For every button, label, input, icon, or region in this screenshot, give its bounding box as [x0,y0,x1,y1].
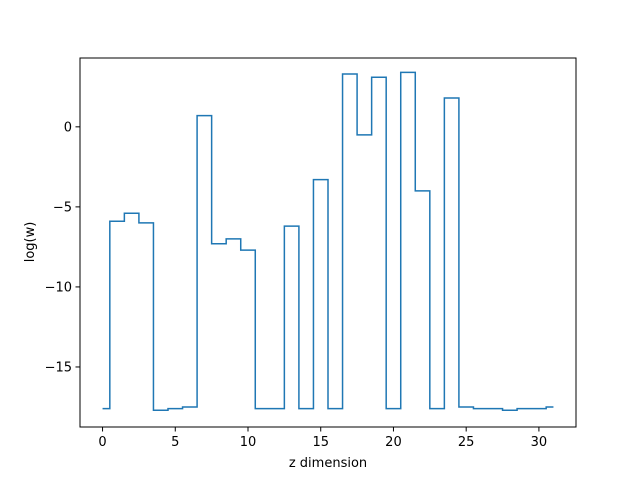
x-tick-label: 25 [458,435,475,450]
x-tick-label: 30 [531,435,548,450]
data-point [450,97,453,100]
data-point [130,212,133,215]
data-point [203,114,206,117]
data-point [508,409,511,412]
series-step-line [102,71,554,411]
data-point [232,237,235,240]
data-point [319,178,322,181]
data-point [334,407,337,410]
data-point [290,225,293,228]
data-point [305,407,308,410]
data-point [101,407,104,410]
data-point [436,407,439,410]
series-layer [101,71,555,412]
data-point [392,407,395,410]
y-axis-ticks: −15 −10 −5 0 [45,120,80,375]
data-point [276,407,279,410]
data-point [116,220,119,223]
x-tick-label: 0 [98,435,106,450]
data-point [348,73,351,76]
y-axis-label: log(w) [23,222,38,263]
x-axis-label: z dimension [289,456,367,471]
data-point [363,133,366,136]
data-point [494,407,497,410]
plot-frame [79,57,577,428]
data-point [421,189,424,192]
data-point [261,407,264,410]
y-tick-label: −10 [45,280,72,295]
y-tick-label: −5 [53,200,72,215]
y-tick-label: 0 [64,120,72,135]
data-point [552,405,555,408]
data-point [174,407,177,410]
data-point [465,405,468,408]
data-point [247,249,250,252]
x-axis-ticks: 0 5 10 15 20 25 30 [98,427,547,450]
data-point [407,71,410,74]
y-tick-label: −15 [45,360,72,375]
x-tick-label: 20 [385,435,402,450]
data-point [159,409,162,412]
data-point [537,407,540,410]
x-tick-label: 10 [240,435,257,450]
data-point [145,221,148,224]
data-point [188,405,191,408]
data-point [479,407,482,410]
x-tick-label: 5 [171,435,179,450]
x-tick-label: 15 [312,435,329,450]
data-point [377,76,380,79]
data-point [217,242,220,245]
data-point [523,407,526,410]
